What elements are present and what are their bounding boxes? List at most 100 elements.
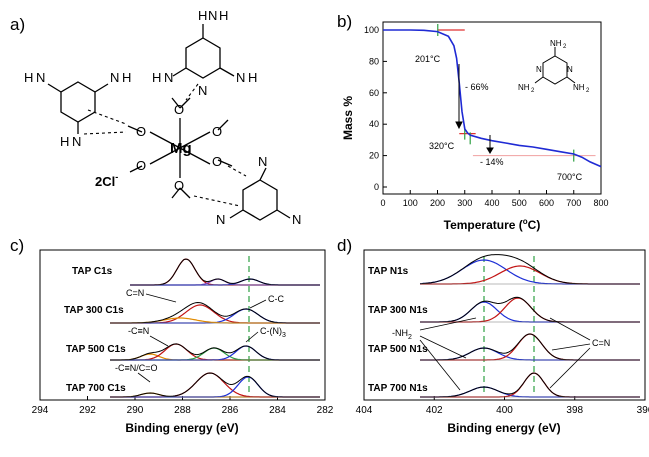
svg-text:H: H [198,8,207,23]
tga-annotation-14: - 14% [480,157,504,167]
tga-x-tick-label: 400 [484,198,499,208]
mg-center-atom: Mg [170,140,192,157]
c1s-x-tick-label: 286 [222,405,239,416]
c1s-x-tick-label: 290 [127,405,144,416]
tga-annotation-201: 201°C [415,54,441,64]
tga-x-tick-label: 600 [539,198,554,208]
hydrogen-bonds [83,83,247,207]
c1s-spectrum-label-0: TAP C1s [72,266,113,277]
tga-annotation-66: - 66% [465,82,489,92]
svg-text:H: H [24,70,33,85]
xps-c1s-panel: 294 292 290 288 286 284 282 Binding energy (eV… [32,249,334,435]
tga-y-tick-label: 60 [369,88,379,98]
n1s-x-axis-label: Binding energy (eV) [447,421,560,435]
n1s-spectrum-label-1: TAP 300 N1s [368,305,428,316]
svg-text:O: O [212,124,222,139]
c1s-annotation-cn3: C-(N)3 [260,326,286,339]
svg-text:NH: NH [550,39,562,48]
svg-text:O: O [136,124,146,139]
tga-x-tick-label: 500 [512,198,527,208]
c1s-spectrum-2-envelope [110,343,320,361]
svg-text:N: N [208,8,217,23]
svg-text:2: 2 [563,44,567,50]
n1s-x-tick-label: 404 [356,405,373,416]
svg-text:O: O [174,178,184,193]
tga-plot-frame [382,21,602,195]
n1s-spectrum-0-component [419,259,640,285]
svg-text:N: N [110,70,119,85]
svg-text:NH: NH [573,83,585,92]
tga-y-tick-label: 0 [374,182,379,192]
svg-text:N: N [216,212,225,227]
svg-text:N: N [36,70,45,85]
c1s-spectrum-label-1: TAP 300 C1s [64,305,124,316]
svg-text:N: N [236,70,245,85]
n1s-spectrum-3-envelope [420,372,640,398]
c1s-annotation-cc: C-C [268,294,284,304]
svg-text:N: N [258,154,267,169]
svg-text:N: N [164,70,173,85]
c1s-spectrum-3-envelope [110,372,320,398]
svg-text:N: N [567,65,573,74]
c1s-spectrum-label-3: TAP 700 C1s [66,383,126,394]
c1s-x-tick-label: 284 [269,405,286,416]
svg-text:H: H [60,134,69,149]
svg-text:N: N [198,83,207,98]
n1s-spectrum-3-component [420,386,640,398]
counterion-label: 2Cl- [95,172,118,189]
c1s-x-tick-label: 292 [79,405,96,416]
c1s-annotation-c700: -C≡N/C=O [115,363,158,373]
n1s-spectrum-1-component [420,301,640,323]
panel-label-a: a) [10,15,25,34]
c1s-x-tick-label: 282 [317,405,334,416]
c1s-spectrum-label-2: TAP 500 C1s [66,344,126,355]
tga-x-axis-label: Temperature (oC) [444,217,541,232]
c1s-spectrum-2-component [110,347,320,361]
c1s-annotation-cn: C=N [126,288,144,298]
panel-label-c: c) [10,236,24,255]
svg-text:N: N [292,212,301,227]
tga-step-arrows [455,64,494,154]
tga-x-tick-label: 800 [593,198,608,208]
c1s-spectrum-2-component [110,343,320,361]
c1s-x-axis-label: Binding energy (eV) [125,421,238,435]
n1s-annotation-cn: C=N [592,338,610,348]
tga-mass-curve [383,29,602,168]
tga-y-tick-label: 80 [369,56,379,66]
tga-inset-molecule [534,47,576,85]
panel-label-b: b) [337,12,352,31]
svg-text:NH: NH [518,83,530,92]
n1s-spectrum-1-component [420,297,640,323]
svg-text:N: N [72,134,81,149]
n1s-spectrum-0-envelope [419,254,640,285]
n1s-spectrum-label-0: TAP N1s [368,266,409,277]
tga-x-tick-label: 100 [403,198,418,208]
tga-x-tick-label: 300 [457,198,472,208]
svg-text:O: O [174,102,184,117]
tga-y-tick-label: 100 [364,25,379,35]
n1s-spectrum-label-2: TAP 500 N1s [368,344,428,355]
c1s-x-tick-label: 294 [32,405,49,416]
tga-y-tick-label: 40 [369,119,379,129]
tga-x-tick-label: 200 [430,198,445,208]
n1s-annotation-nh2: -NH2 [392,328,412,341]
n1s-x-tick-label: 396 [637,405,649,416]
panel-label-d: d) [337,236,352,255]
c1s-spectrum-2-component [110,353,320,361]
c1s-annotation-ctriple: -C≡N [128,326,149,336]
c1s-x-tick-label: 288 [174,405,191,416]
svg-text:2: 2 [531,88,535,94]
svg-text:2: 2 [586,88,590,94]
tga-chart: 0 20 40 60 80 100 0 100 200 300 400 500 600 700 800 M… [341,21,609,232]
tga-y-axis-label: Mass % [341,96,355,140]
tga-y-tick-label: 20 [369,151,379,161]
c1s-spectrum-0-component [130,278,320,286]
tga-annotation-700: 700°C [557,172,583,182]
c1s-spectrum-0-envelope [130,258,320,286]
svg-text:O: O [136,158,146,173]
c1s-spectrum-1-component [110,304,320,324]
c1s-spectrum-3-component [110,372,320,398]
n1s-spectrum-1-envelope [420,296,640,323]
svg-text:H: H [152,70,161,85]
tga-x-tick-label: 700 [566,198,581,208]
